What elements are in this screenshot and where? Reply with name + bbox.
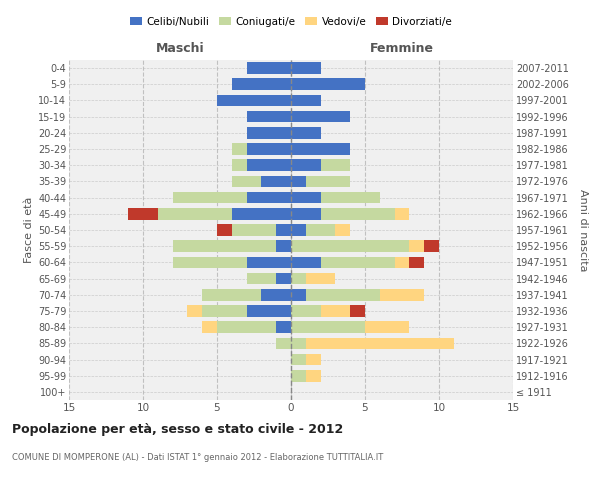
Bar <box>320 208 395 220</box>
Bar <box>232 208 291 220</box>
Bar <box>320 192 380 203</box>
Bar <box>202 322 217 333</box>
Bar <box>306 176 350 188</box>
Bar <box>395 256 409 268</box>
Bar <box>217 94 291 106</box>
Bar <box>291 370 306 382</box>
Bar <box>380 289 424 300</box>
Bar <box>424 240 439 252</box>
Bar <box>202 305 247 317</box>
Text: Maschi: Maschi <box>155 42 205 55</box>
Bar <box>276 338 291 349</box>
Bar <box>247 160 291 171</box>
Bar <box>173 256 247 268</box>
Bar <box>291 305 320 317</box>
Bar <box>247 143 291 155</box>
Bar <box>291 256 320 268</box>
Bar <box>276 322 291 333</box>
Bar <box>247 62 291 74</box>
Bar <box>306 272 335 284</box>
Bar <box>128 208 158 220</box>
Bar <box>232 160 247 171</box>
Bar <box>247 272 276 284</box>
Bar <box>306 289 380 300</box>
Bar <box>291 354 306 366</box>
Y-axis label: Fasce di età: Fasce di età <box>23 197 34 263</box>
Bar <box>306 354 320 366</box>
Bar <box>291 111 350 122</box>
Bar <box>409 240 424 252</box>
Bar <box>247 192 291 203</box>
Bar <box>173 192 247 203</box>
Bar <box>291 176 306 188</box>
Text: Popolazione per età, sesso e stato civile - 2012: Popolazione per età, sesso e stato civil… <box>12 422 343 436</box>
Bar <box>247 256 291 268</box>
Bar <box>291 208 320 220</box>
Bar <box>291 127 320 138</box>
Bar <box>291 143 350 155</box>
Bar <box>291 289 306 300</box>
Bar <box>350 305 365 317</box>
Bar <box>291 224 306 236</box>
Bar <box>291 160 320 171</box>
Bar <box>291 78 365 90</box>
Bar <box>187 305 202 317</box>
Bar <box>276 272 291 284</box>
Bar <box>217 224 232 236</box>
Bar <box>291 272 306 284</box>
Bar <box>306 370 320 382</box>
Bar <box>291 94 320 106</box>
Bar <box>291 338 306 349</box>
Bar <box>291 62 320 74</box>
Bar <box>365 322 409 333</box>
Bar <box>247 111 291 122</box>
Bar <box>320 305 350 317</box>
Bar <box>276 224 291 236</box>
Bar <box>262 289 291 300</box>
Bar <box>262 176 291 188</box>
Bar <box>232 224 276 236</box>
Bar <box>291 322 365 333</box>
Bar <box>395 208 409 220</box>
Bar <box>217 322 276 333</box>
Bar <box>306 224 335 236</box>
Text: Femmine: Femmine <box>370 42 434 55</box>
Bar <box>291 240 409 252</box>
Bar <box>202 289 262 300</box>
Bar <box>276 240 291 252</box>
Bar <box>409 256 424 268</box>
Bar <box>158 208 232 220</box>
Bar <box>232 78 291 90</box>
Bar <box>247 127 291 138</box>
Bar <box>247 305 291 317</box>
Bar <box>232 143 247 155</box>
Bar <box>173 240 276 252</box>
Y-axis label: Anni di nascita: Anni di nascita <box>578 188 588 271</box>
Bar <box>291 192 320 203</box>
Bar <box>232 176 262 188</box>
Bar <box>320 256 395 268</box>
Bar <box>306 338 454 349</box>
Text: COMUNE DI MOMPERONE (AL) - Dati ISTAT 1° gennaio 2012 - Elaborazione TUTTITALIA.: COMUNE DI MOMPERONE (AL) - Dati ISTAT 1°… <box>12 452 383 462</box>
Legend: Celibi/Nubili, Coniugati/e, Vedovi/e, Divorziati/e: Celibi/Nubili, Coniugati/e, Vedovi/e, Di… <box>126 12 456 31</box>
Bar <box>335 224 350 236</box>
Bar <box>320 160 350 171</box>
